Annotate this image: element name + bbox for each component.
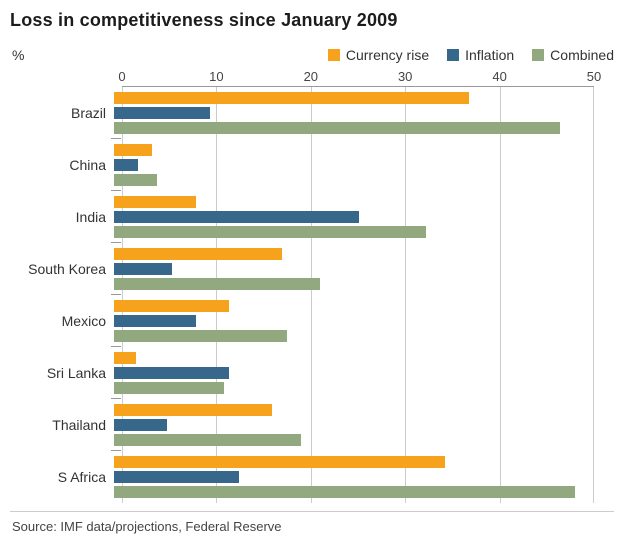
category-tick	[111, 346, 121, 347]
bar-inflation	[114, 211, 359, 223]
legend: Currency rise Inflation Combined	[310, 47, 614, 63]
axis-tick-30: 30	[397, 69, 413, 84]
category-label: S Africa	[57, 469, 106, 485]
bar-group	[114, 352, 594, 394]
chart-row-sri-lanka: Sri Lanka	[10, 346, 614, 399]
axis-tick-50: 50	[586, 69, 602, 84]
bar-combined	[114, 330, 287, 342]
gridlines	[122, 87, 594, 503]
category-label: Sri Lanka	[46, 365, 106, 381]
category-label: South Korea	[28, 261, 106, 277]
bar-inflation	[114, 419, 167, 431]
chart-row-south-korea: South Korea	[10, 242, 614, 295]
bar-inflation	[114, 471, 239, 483]
bar-inflation	[114, 315, 196, 327]
gridline-40	[499, 87, 501, 503]
category-label: Mexico	[61, 313, 106, 329]
axis-tick-40: 40	[492, 69, 507, 84]
bar-combined	[114, 278, 321, 290]
bar-group	[114, 300, 594, 342]
bar-inflation	[114, 263, 172, 275]
bar-currency_rise	[114, 404, 273, 416]
chart-row-china: China	[10, 138, 614, 191]
x-axis: 0 10 20 30 40 50	[118, 69, 601, 87]
axis-tick-20: 20	[303, 69, 319, 84]
legend-label-combined: Combined	[550, 47, 614, 63]
category-label: Brazil	[70, 105, 106, 121]
gridline-10	[216, 87, 218, 503]
bar-inflation	[114, 367, 230, 379]
bar-inflation	[114, 107, 210, 119]
axis-unit-label: %	[12, 47, 25, 63]
bar-group	[114, 456, 594, 498]
category-tick	[111, 294, 121, 295]
legend-label-currency_rise: Currency rise	[345, 47, 430, 63]
bar-combined	[114, 434, 302, 446]
bar-currency_rise	[114, 248, 282, 260]
bar-currency_rise	[114, 352, 137, 364]
bar-group	[114, 404, 594, 446]
category-label: Thailand	[52, 417, 106, 433]
chart-row-brazil: Brazil	[10, 87, 614, 139]
category-label: China	[69, 157, 106, 173]
legend-item-inflation: Inflation	[447, 47, 514, 63]
bar-group	[114, 196, 594, 238]
legend-item-combined: Combined	[532, 47, 614, 63]
category-tick	[111, 450, 121, 451]
category-tick	[111, 138, 121, 139]
category-tick	[111, 398, 121, 399]
axis-tick-10: 10	[209, 69, 224, 84]
gridline-20	[310, 87, 312, 503]
legend-item-currency_rise: Currency rise	[327, 47, 430, 63]
bar-combined	[114, 486, 575, 498]
category-tick	[111, 190, 121, 191]
chart-row-mexico: Mexico	[10, 294, 614, 347]
chart-row-s-africa: S Africa	[10, 450, 614, 503]
axis-tick-0: 0	[118, 69, 126, 84]
bar-inflation	[114, 159, 138, 171]
gridline-50	[593, 87, 594, 503]
bar-combined	[114, 174, 158, 186]
category-tick	[111, 242, 121, 243]
bar-group	[114, 144, 594, 186]
bar-combined	[114, 382, 225, 394]
combined-swatch	[532, 49, 545, 61]
legend-row: % Currency rise Inflation Combined	[10, 47, 614, 63]
bar-currency_rise	[114, 300, 230, 312]
plot-area: Brazil China India South Korea Mexico Sri Lan…	[10, 87, 614, 503]
bar-group	[114, 248, 594, 290]
legend-label-inflation: Inflation	[465, 47, 515, 63]
bar-combined	[114, 226, 426, 238]
bar-groups: Brazil China India South Korea Mexico Sri Lan…	[10, 87, 614, 503]
bar-currency_rise	[114, 144, 153, 156]
bar-currency_rise	[114, 92, 470, 104]
footer-divider	[10, 511, 614, 512]
currency_rise-swatch	[327, 49, 340, 61]
inflation-swatch	[447, 49, 460, 61]
gridline-30	[405, 87, 407, 503]
bar-combined	[114, 122, 561, 134]
bar-currency_rise	[114, 456, 446, 468]
chart-row-india: India	[10, 190, 614, 243]
source-caption: Source: IMF data/projections, Federal Re…	[12, 519, 282, 534]
chart-row-thailand: Thailand	[10, 398, 614, 451]
bar-group	[114, 92, 594, 134]
category-label: India	[75, 209, 106, 225]
bar-currency_rise	[114, 196, 196, 208]
chart-title: Loss in competitiveness since January 20…	[10, 10, 398, 30]
gridline-0	[122, 87, 123, 503]
